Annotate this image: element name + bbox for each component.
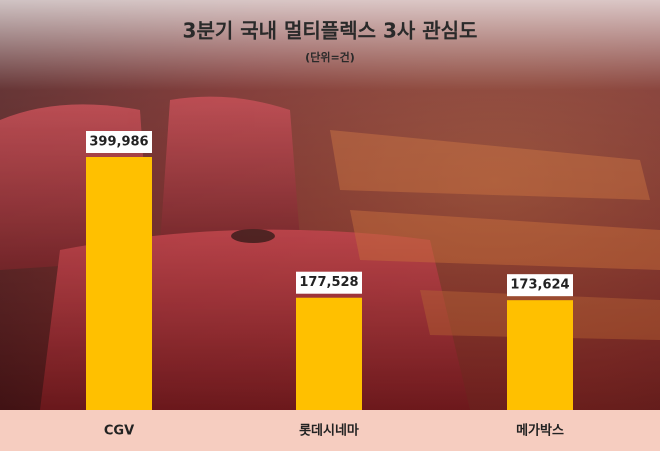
x-tick-label: CGV bbox=[104, 424, 134, 439]
value-label: 173,624 bbox=[510, 278, 569, 293]
chart-title: 3분기 국내 멀티플렉스 3사 관심도 bbox=[183, 19, 478, 43]
value-label: 399,986 bbox=[89, 135, 148, 150]
value-label: 177,528 bbox=[299, 275, 358, 290]
value-label-box bbox=[86, 131, 152, 153]
bar bbox=[507, 300, 573, 410]
value-label-box bbox=[507, 274, 573, 297]
axis-band bbox=[0, 410, 660, 451]
bar bbox=[86, 157, 152, 410]
x-tick-label: 메가박스 bbox=[516, 423, 564, 439]
value-label-box bbox=[296, 271, 362, 294]
bar bbox=[296, 297, 362, 410]
x-tick-label: 롯데시네마 bbox=[299, 423, 359, 439]
chart-subtitle: (단위=건) bbox=[305, 50, 355, 64]
